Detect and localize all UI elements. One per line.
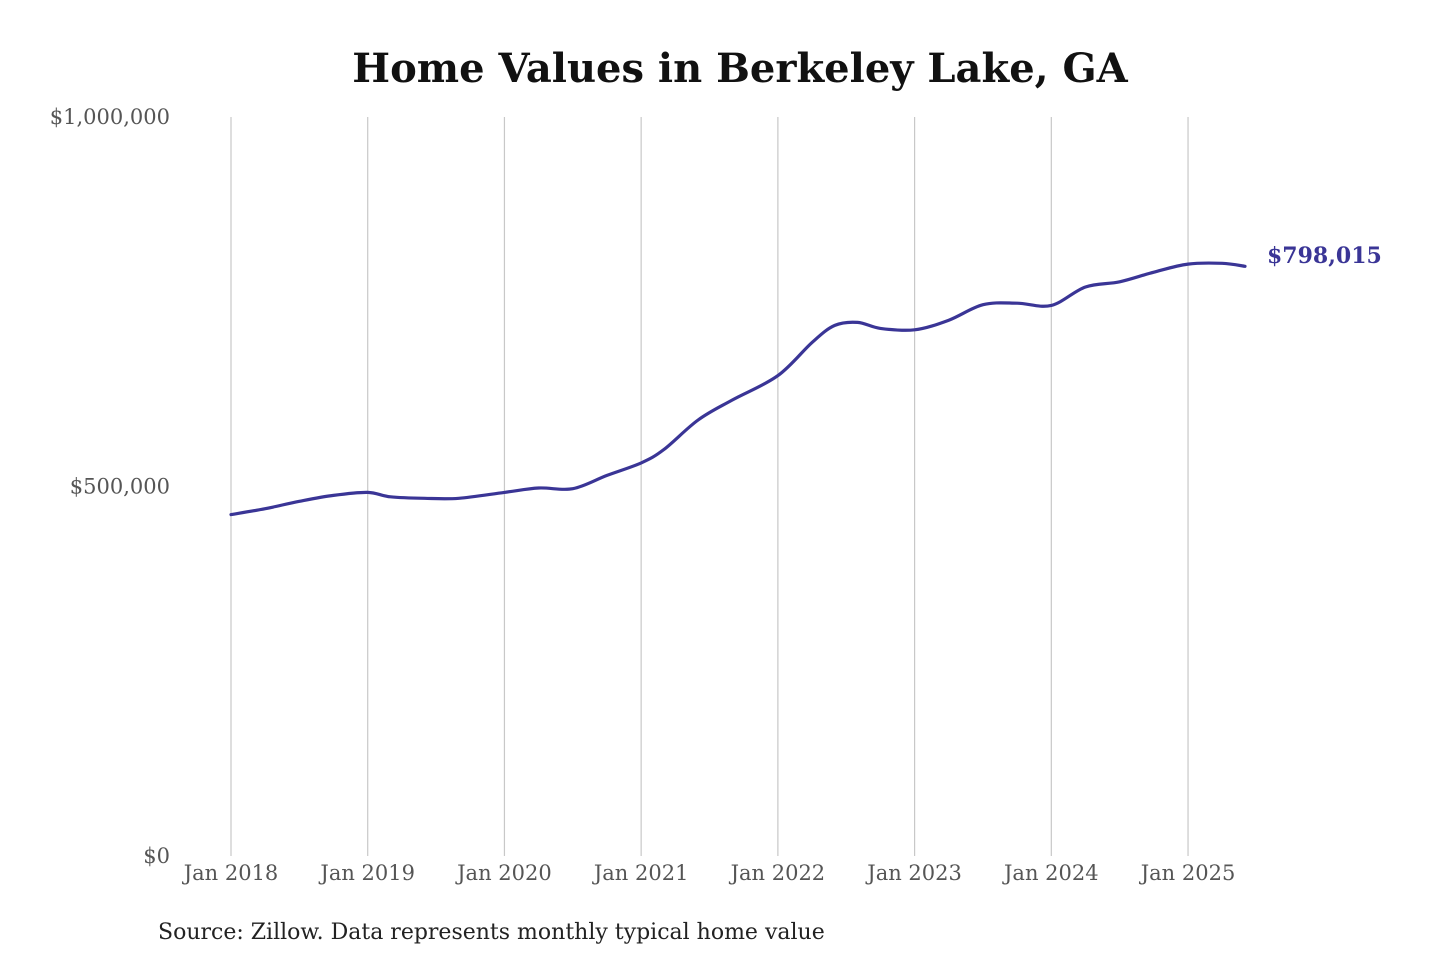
data-point-3 [332,493,336,497]
vertical-gridlines [230,117,1189,856]
data-point-18 [833,323,837,327]
data-point-30 [1220,261,1224,265]
x-tick-label-3: Jan 2021 [592,861,689,885]
y-tick-label-2: $1,000,000 [50,105,170,129]
data-point-26 [1084,285,1088,289]
data-point-10 [571,487,575,491]
chart-title: Home Values in Berkeley Lake, GA [352,45,1128,92]
data-point-8 [502,490,506,494]
x-tick-label-6: Jan 2024 [1002,861,1099,885]
data-point-16 [776,374,780,378]
data-point-29 [1186,262,1190,266]
home-value-points [229,261,1247,516]
end-value-label: $798,015 [1267,243,1382,269]
data-point-17 [810,340,814,344]
data-point-28 [1152,270,1156,274]
data-point-7 [457,496,461,500]
data-point-14 [696,418,700,422]
data-point-5 [389,495,393,499]
x-tick-label-1: Jan 2019 [318,861,415,885]
data-point-4 [366,490,370,494]
data-point-9 [537,486,541,490]
data-point-1 [263,507,267,511]
data-point-0 [229,513,233,517]
home-value-series-line [229,261,1247,517]
data-point-21 [913,328,917,332]
data-point-11 [605,473,609,477]
x-axis-tick-labels: Jan 2018 Jan 2019 Jan 2020 Jan 2021 Jan 2022… [182,861,1236,885]
source-note: Source: Zillow. Data represents monthly … [158,920,825,945]
x-tick-label-5: Jan 2023 [865,861,962,885]
data-point-13 [662,448,666,452]
data-point-22 [947,318,951,322]
x-tick-label-2: Jan 2020 [455,861,552,885]
data-point-2 [297,499,301,503]
data-point-12 [639,461,643,465]
data-point-19 [856,320,860,324]
x-tick-label-0: Jan 2018 [182,861,279,885]
x-tick-label-4: Jan 2022 [729,861,826,885]
data-point-23 [981,303,985,307]
data-point-15 [730,398,734,402]
y-axis-tick-labels: $0 $500,000 $1,000,000 [50,105,170,868]
data-point-6 [423,496,427,500]
x-tick-label-7: Jan 2025 [1139,861,1236,885]
data-point-20 [878,326,882,330]
data-point-27 [1118,280,1122,284]
data-point-25 [1049,303,1053,307]
data-point-31 [1243,264,1247,268]
data-point-24 [1015,301,1019,305]
y-tick-label-1: $500,000 [70,475,170,499]
y-tick-label-0: $0 [143,844,170,868]
